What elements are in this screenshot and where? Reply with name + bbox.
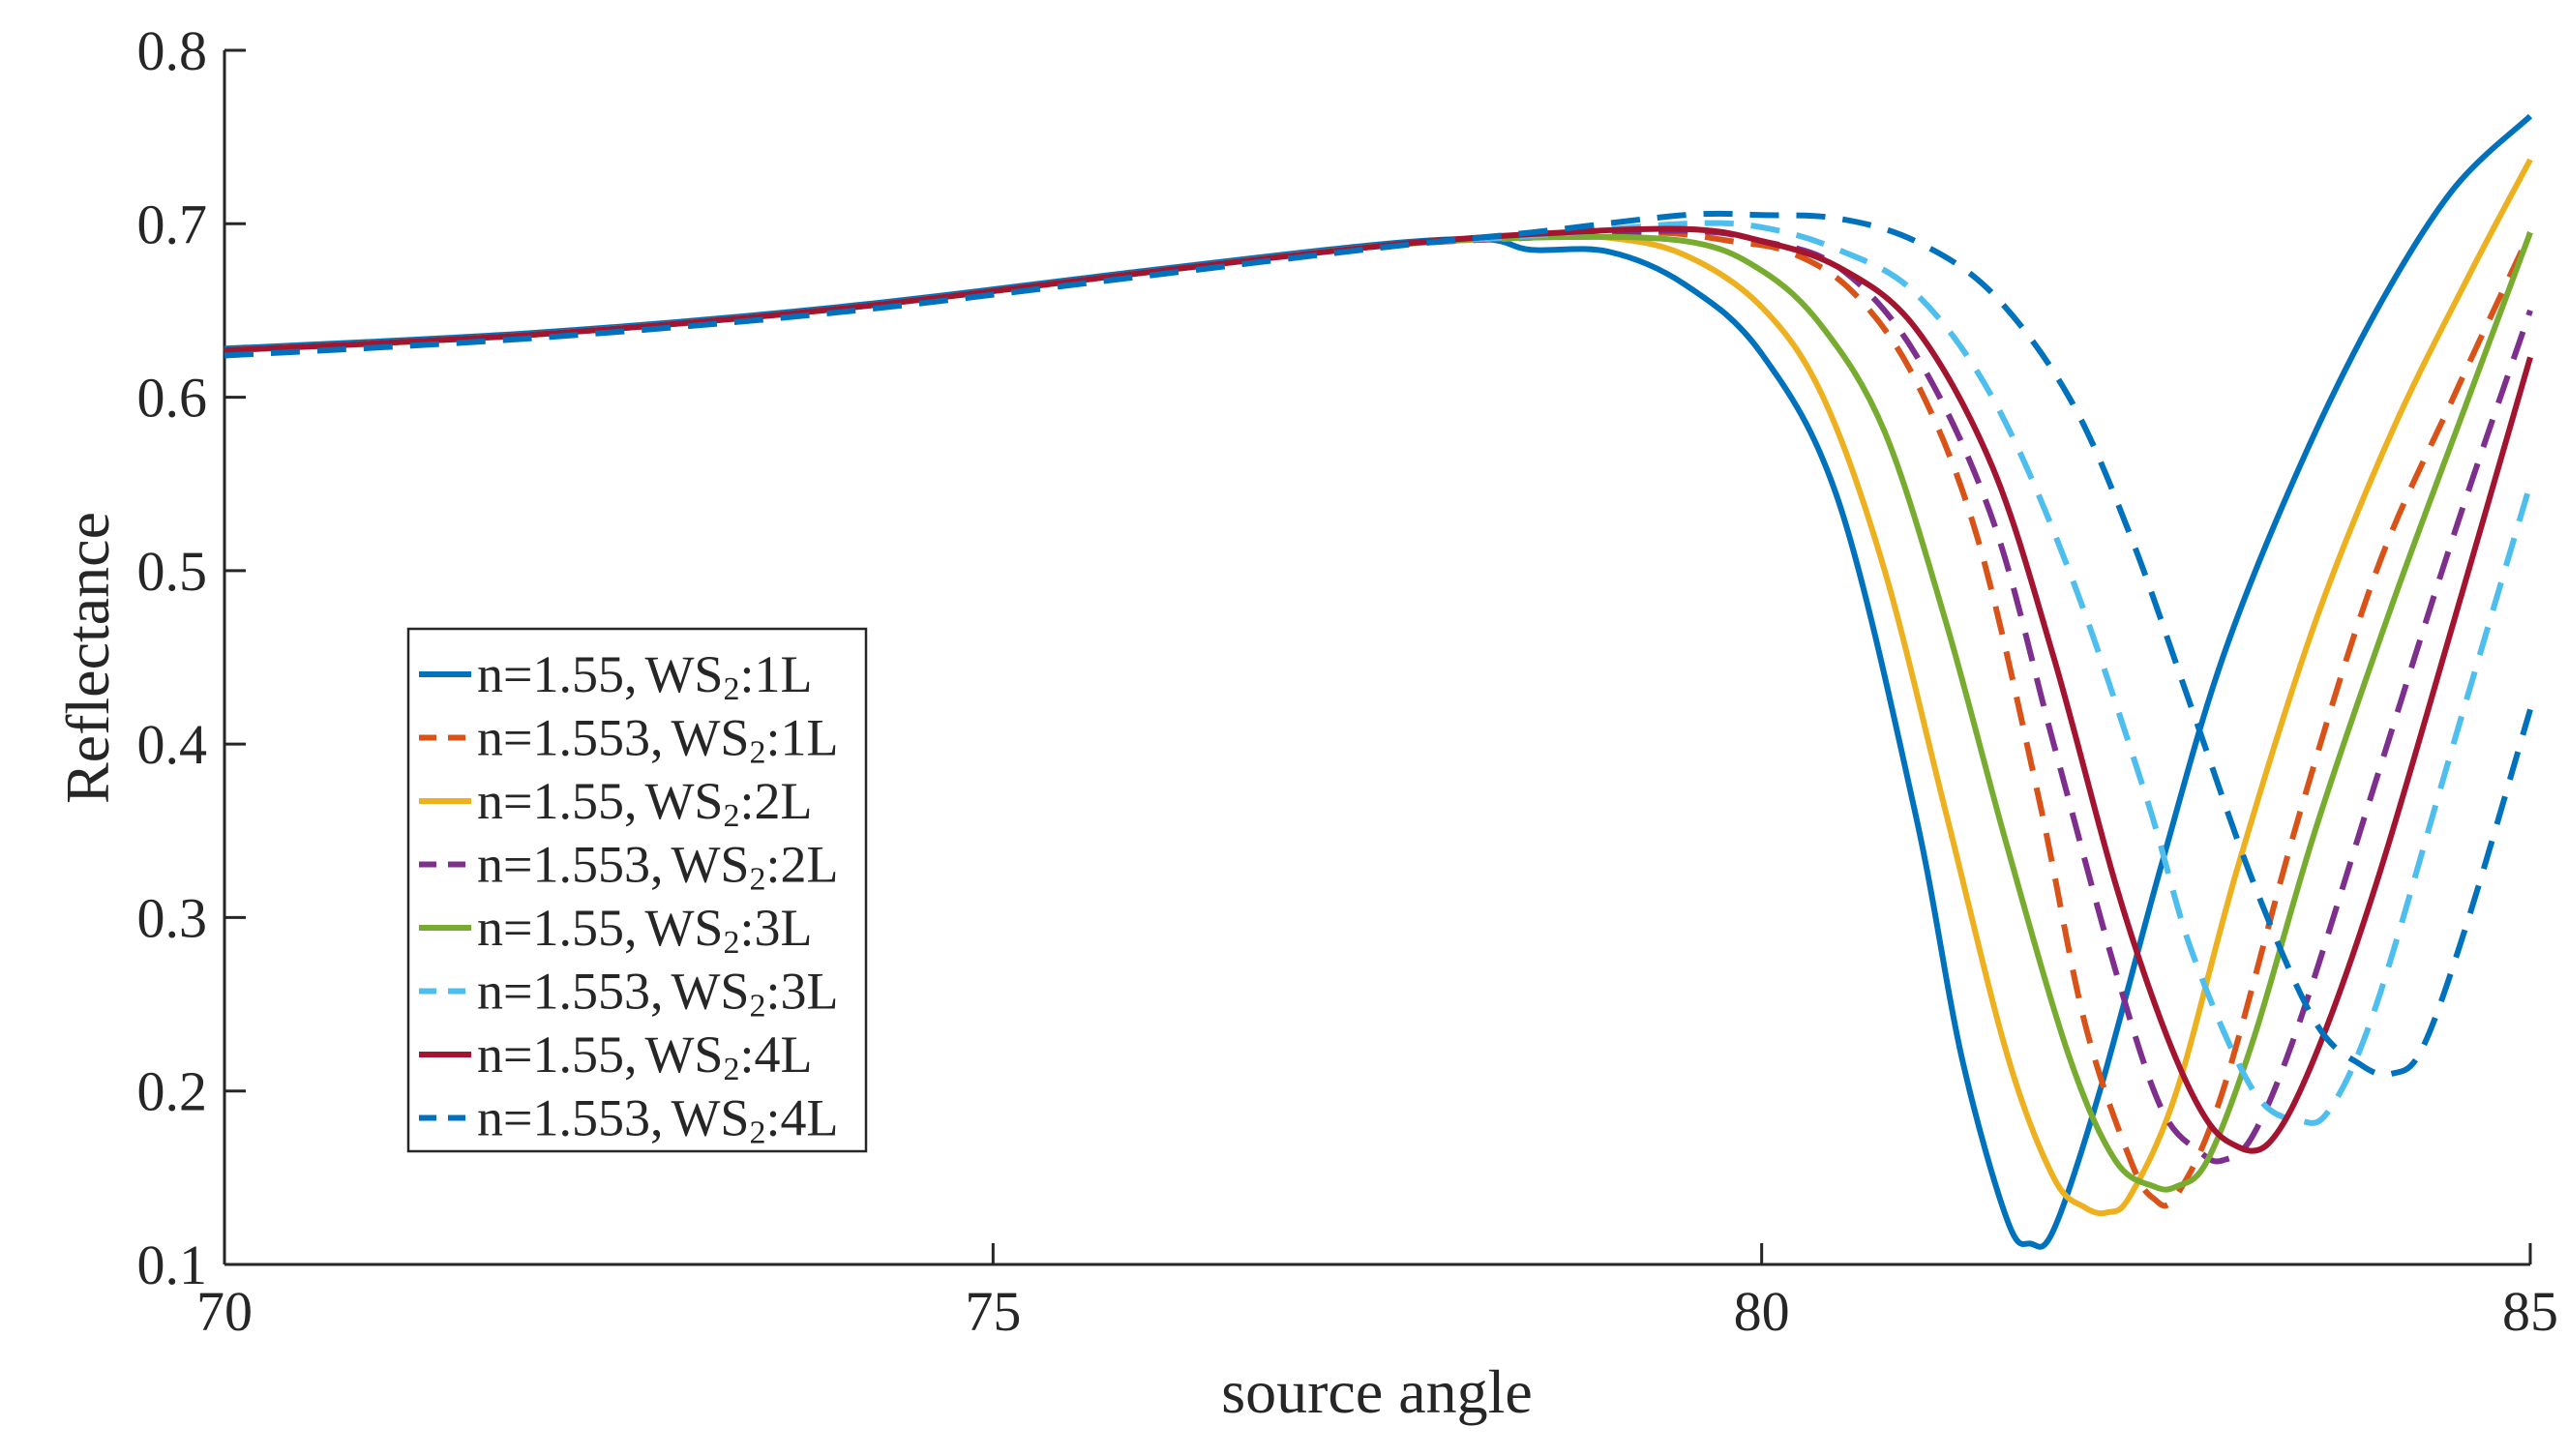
- legend-layer-text: :4L: [739, 1025, 812, 1084]
- legend-entry-6: n=1.553, WS2:3L: [477, 963, 838, 1025]
- legend-layer-text: :1L: [765, 709, 838, 767]
- x-axis-label: source angle: [1221, 1357, 1533, 1426]
- legend-ws-text: WS: [644, 899, 723, 957]
- legend-entry-2: n=1.553, WS2:1L: [477, 709, 838, 771]
- legend-main-text: n=1.553,: [477, 963, 663, 1021]
- legend-layer-text: :3L: [739, 899, 812, 957]
- legend-main-text: n=1.55,: [477, 772, 637, 830]
- legend-entry-4: n=1.553, WS2:2L: [477, 836, 838, 898]
- legend-sub-text: 2: [749, 989, 765, 1025]
- x-tick-label: 85: [2502, 1280, 2558, 1343]
- series-line-7: [224, 225, 2533, 1154]
- legend-main-text: n=1.553,: [477, 709, 663, 767]
- legend-main-text: n=1.55,: [477, 899, 637, 957]
- legend-entry-8: n=1.553, WS2:4L: [477, 1089, 838, 1151]
- legend-ws-text: WS: [671, 963, 749, 1021]
- legend-sub-text: 2: [749, 862, 765, 898]
- series-layer: [224, 113, 2533, 1250]
- legend-main-text: n=1.55,: [477, 1025, 637, 1084]
- legend-entry-3: n=1.55, WS2:2L: [477, 772, 812, 834]
- legend-layer-text: :1L: [739, 645, 812, 703]
- legend-ws-text: WS: [671, 836, 749, 894]
- series-line-8: [224, 210, 2533, 1078]
- legend-sub-text: 2: [723, 798, 739, 834]
- legend-sub-text: 2: [749, 1115, 765, 1151]
- y-tick-label: 0.7: [137, 193, 208, 255]
- legend-sub-text: 2: [723, 671, 739, 707]
- x-ticks: 70 75 80 85: [196, 1243, 2558, 1343]
- legend-layer-text: :4L: [765, 1089, 838, 1147]
- legend-sub-text: 2: [749, 735, 765, 771]
- legend-ws-text: WS: [671, 1089, 749, 1147]
- x-tick-label: 80: [1734, 1280, 1790, 1343]
- legend-sub-text: 2: [723, 1052, 739, 1087]
- y-tick-label: 0.5: [137, 540, 208, 603]
- legend-ws-text: WS: [644, 1025, 723, 1084]
- legend-ws-text: WS: [644, 772, 723, 830]
- legend-entry-1: n=1.55, WS2:1L: [477, 645, 812, 707]
- y-tick-label: 0.2: [137, 1060, 208, 1123]
- legend-layer-text: :2L: [739, 772, 812, 830]
- y-axis-label: Reflectance: [53, 512, 122, 804]
- y-tick-label: 0.8: [137, 19, 208, 82]
- legend: n=1.55, WS2:1Ln=1.553, WS2:1Ln=1.55, WS2:2L…: [406, 627, 868, 1153]
- x-tick-label: 70: [196, 1280, 253, 1343]
- legend-layer-text: :2L: [765, 836, 838, 894]
- legend-sub-text: 2: [723, 925, 739, 961]
- legend-main-text: n=1.553,: [477, 836, 663, 894]
- y-tick-label: 0.3: [137, 886, 208, 949]
- legend-main-text: n=1.55,: [477, 645, 637, 703]
- legend-entry-7: n=1.55, WS2:4L: [477, 1025, 812, 1087]
- y-tick-label: 0.4: [137, 713, 208, 776]
- y-tick-label: 0.6: [137, 367, 208, 430]
- legend-box: [406, 627, 868, 1153]
- legend-ws-text: WS: [671, 709, 749, 767]
- legend-layer-text: :3L: [765, 963, 838, 1021]
- legend-main-text: n=1.553,: [477, 1089, 663, 1147]
- x-tick-label: 75: [965, 1280, 1021, 1343]
- legend-items: n=1.55, WS2:1Ln=1.553, WS2:1Ln=1.55, WS2:2L…: [419, 645, 838, 1151]
- legend-ws-text: WS: [644, 645, 723, 703]
- y-tick-label: 0.1: [137, 1233, 208, 1296]
- y-ticks: 0.1 0.2 0.3 0.4 0.5 0.6 0.7 0.8: [137, 19, 246, 1296]
- legend-entry-5: n=1.55, WS2:3L: [477, 899, 812, 961]
